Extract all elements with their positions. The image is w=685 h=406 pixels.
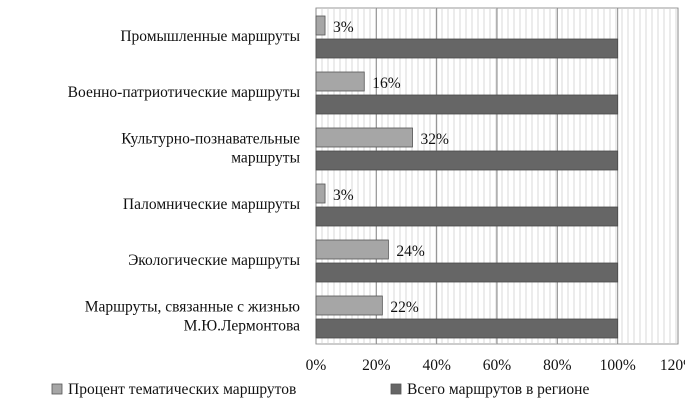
- data-label: 3%: [333, 19, 354, 36]
- x-tick-label: 100%: [600, 357, 636, 374]
- data-label: 3%: [333, 187, 354, 204]
- data-label: 24%: [396, 243, 425, 260]
- bar-total: [315, 318, 619, 339]
- bar-percent: [315, 15, 326, 36]
- bar-total: [315, 262, 619, 283]
- category-label: Паломнические маршруты: [123, 196, 301, 213]
- bar-total: [315, 206, 619, 227]
- category-label: маршруты: [231, 150, 300, 167]
- x-tick-label: 40%: [422, 357, 451, 374]
- x-tick-label: 80%: [543, 357, 572, 374]
- legend-label: Всего маршрутов в регионе: [407, 381, 589, 398]
- category-label: Культурно-познавательные: [121, 131, 300, 148]
- category-label: Промышленные маршруты: [120, 28, 300, 45]
- x-tick-label: 60%: [483, 357, 512, 374]
- legend-swatch: [51, 383, 63, 395]
- category-labels: Промышленные маршруты Военно-патриотическ…: [68, 28, 301, 335]
- x-axis-tick-labels: 0% 20% 40% 60% 80% 100% 120%: [306, 357, 685, 374]
- bars: [315, 15, 619, 339]
- bar-total: [315, 94, 619, 115]
- x-tick-label: 0%: [306, 357, 327, 374]
- bar-percent: [315, 183, 326, 204]
- category-label: Маршруты, связанные с жизнью: [85, 299, 300, 316]
- category-label: Экологические маршруты: [128, 252, 301, 269]
- data-label: 22%: [390, 299, 419, 316]
- x-tick-label: 120%: [660, 357, 685, 374]
- legend-swatch: [390, 383, 402, 395]
- bar-percent: [315, 127, 413, 148]
- data-labels: 3% 16% 32% 3% 24% 22%: [333, 19, 449, 316]
- data-label: 32%: [421, 131, 450, 148]
- data-label: 16%: [372, 75, 401, 92]
- bar-percent: [315, 71, 365, 92]
- legend-label: Процент тематических маршрутов: [68, 381, 296, 398]
- bar-total: [315, 38, 619, 59]
- bar-total: [315, 150, 619, 171]
- x-tick-label: 20%: [362, 357, 391, 374]
- legend: Процент тематических маршрутов Всего марш…: [51, 381, 589, 398]
- category-label: Военно-патриотические маршруты: [68, 84, 301, 101]
- gridlines: [315, 8, 679, 344]
- bar-percent: [315, 295, 383, 316]
- category-label: М.Ю.Лермонтова: [184, 318, 301, 335]
- bar-percent: [315, 239, 389, 260]
